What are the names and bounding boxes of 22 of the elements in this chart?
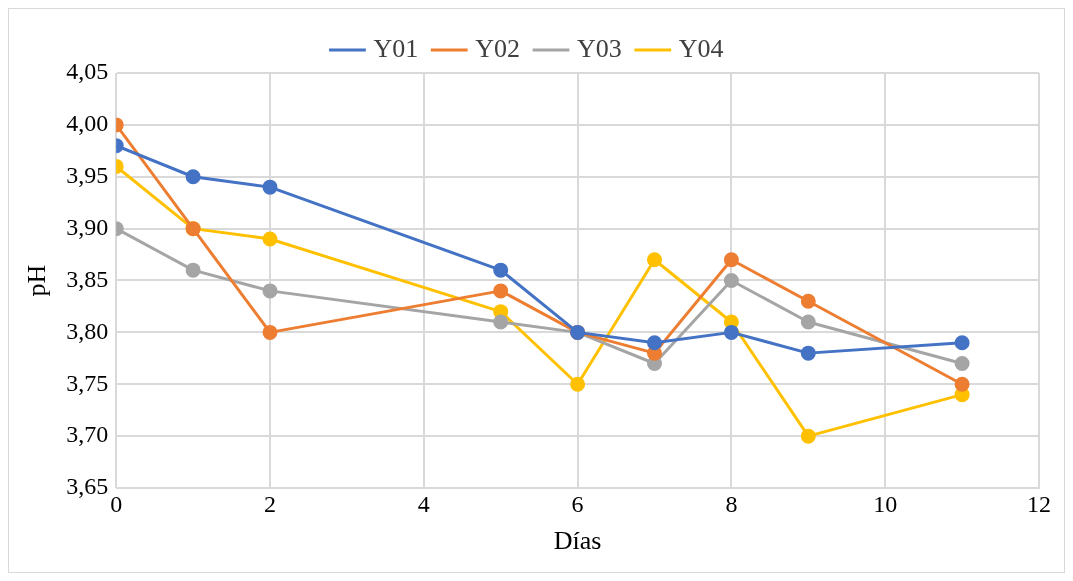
x-tick-label: 10 [873, 490, 898, 517]
legend-label: Y03 [577, 33, 622, 63]
y-tick-label: 3,80 [66, 317, 109, 344]
x-axis-title: Días [553, 526, 602, 556]
y-tick-label: 3,90 [66, 213, 109, 240]
x-tick-label: 6 [571, 490, 584, 517]
legend-label: Y04 [678, 33, 724, 63]
y-axis-title: pH [22, 264, 52, 297]
y-tick-label: 3,65 [66, 473, 109, 500]
y-tick-label: 4,05 [66, 58, 109, 85]
legend-label: Y01 [373, 33, 419, 63]
x-tick-label: 8 [725, 490, 738, 517]
x-tick-label: 12 [1027, 490, 1051, 517]
y-tick-label: 3,95 [66, 162, 109, 189]
y-tick-label: 3,70 [66, 421, 109, 448]
x-tick-label: 0 [110, 490, 123, 517]
legend-label: Y02 [475, 33, 520, 63]
x-tick-label: 4 [417, 490, 430, 517]
y-tick-label: 3,85 [66, 265, 109, 292]
y-tick-label: 3,75 [66, 369, 109, 396]
y-tick-label: 4,00 [66, 110, 109, 137]
x-tick-label: 2 [264, 490, 276, 517]
